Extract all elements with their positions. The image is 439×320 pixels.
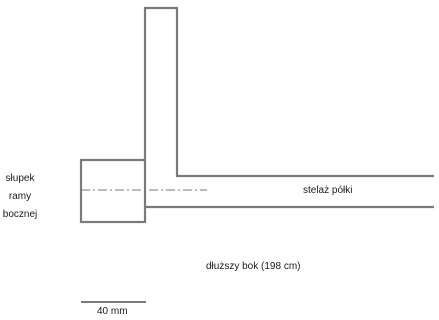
post-label-line-1: słupek bbox=[5, 173, 35, 184]
long-side-label: dłuższy bok (198 cm) bbox=[206, 261, 301, 272]
post-label-line-3: bocznej bbox=[2, 209, 38, 220]
scale-label: 40 mm bbox=[97, 306, 128, 317]
post-label-line-2: ramy bbox=[8, 191, 32, 202]
side-frame-post bbox=[79, 158, 147, 224]
shelf-frame-label: stelaż półki bbox=[303, 185, 353, 196]
upright-outline bbox=[143, 6, 434, 178]
side-frame-post-label: słupek ramy bocznej bbox=[0, 170, 40, 224]
